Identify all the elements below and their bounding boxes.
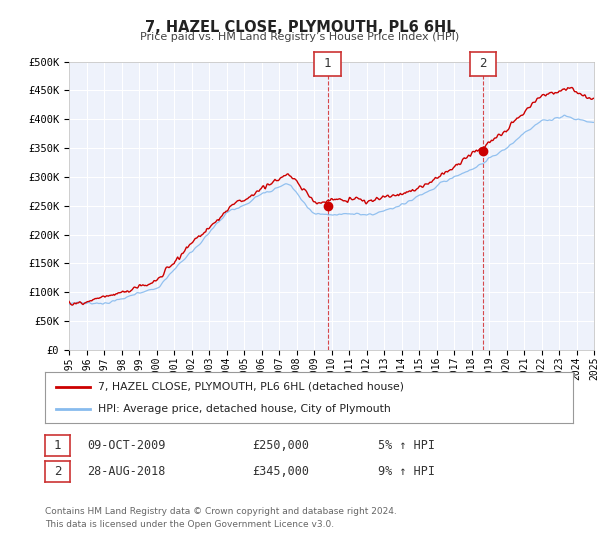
Text: 09-OCT-2009: 09-OCT-2009 [87,438,166,452]
Text: 9% ↑ HPI: 9% ↑ HPI [378,465,435,478]
Text: £250,000: £250,000 [252,438,309,452]
Text: HPI: Average price, detached house, City of Plymouth: HPI: Average price, detached house, City… [98,404,391,414]
Text: 2: 2 [54,465,61,478]
Text: 2: 2 [479,57,487,71]
Text: 1: 1 [54,438,61,452]
Text: Contains HM Land Registry data © Crown copyright and database right 2024.: Contains HM Land Registry data © Crown c… [45,507,397,516]
Text: 5% ↑ HPI: 5% ↑ HPI [378,438,435,452]
Text: 7, HAZEL CLOSE, PLYMOUTH, PL6 6HL: 7, HAZEL CLOSE, PLYMOUTH, PL6 6HL [145,20,455,35]
Text: 7, HAZEL CLOSE, PLYMOUTH, PL6 6HL (detached house): 7, HAZEL CLOSE, PLYMOUTH, PL6 6HL (detac… [98,381,404,391]
Text: This data is licensed under the Open Government Licence v3.0.: This data is licensed under the Open Gov… [45,520,334,529]
Text: Price paid vs. HM Land Registry’s House Price Index (HPI): Price paid vs. HM Land Registry’s House … [140,32,460,43]
Text: 28-AUG-2018: 28-AUG-2018 [87,465,166,478]
Text: 1: 1 [324,57,331,71]
Text: £345,000: £345,000 [252,465,309,478]
